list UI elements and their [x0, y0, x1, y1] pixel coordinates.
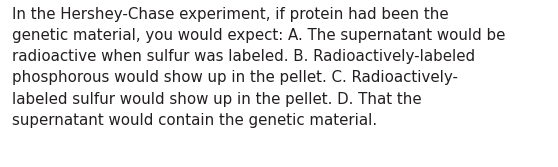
Text: In the Hershey-Chase experiment, if protein had been the
genetic material, you w: In the Hershey-Chase experiment, if prot… — [12, 7, 506, 128]
